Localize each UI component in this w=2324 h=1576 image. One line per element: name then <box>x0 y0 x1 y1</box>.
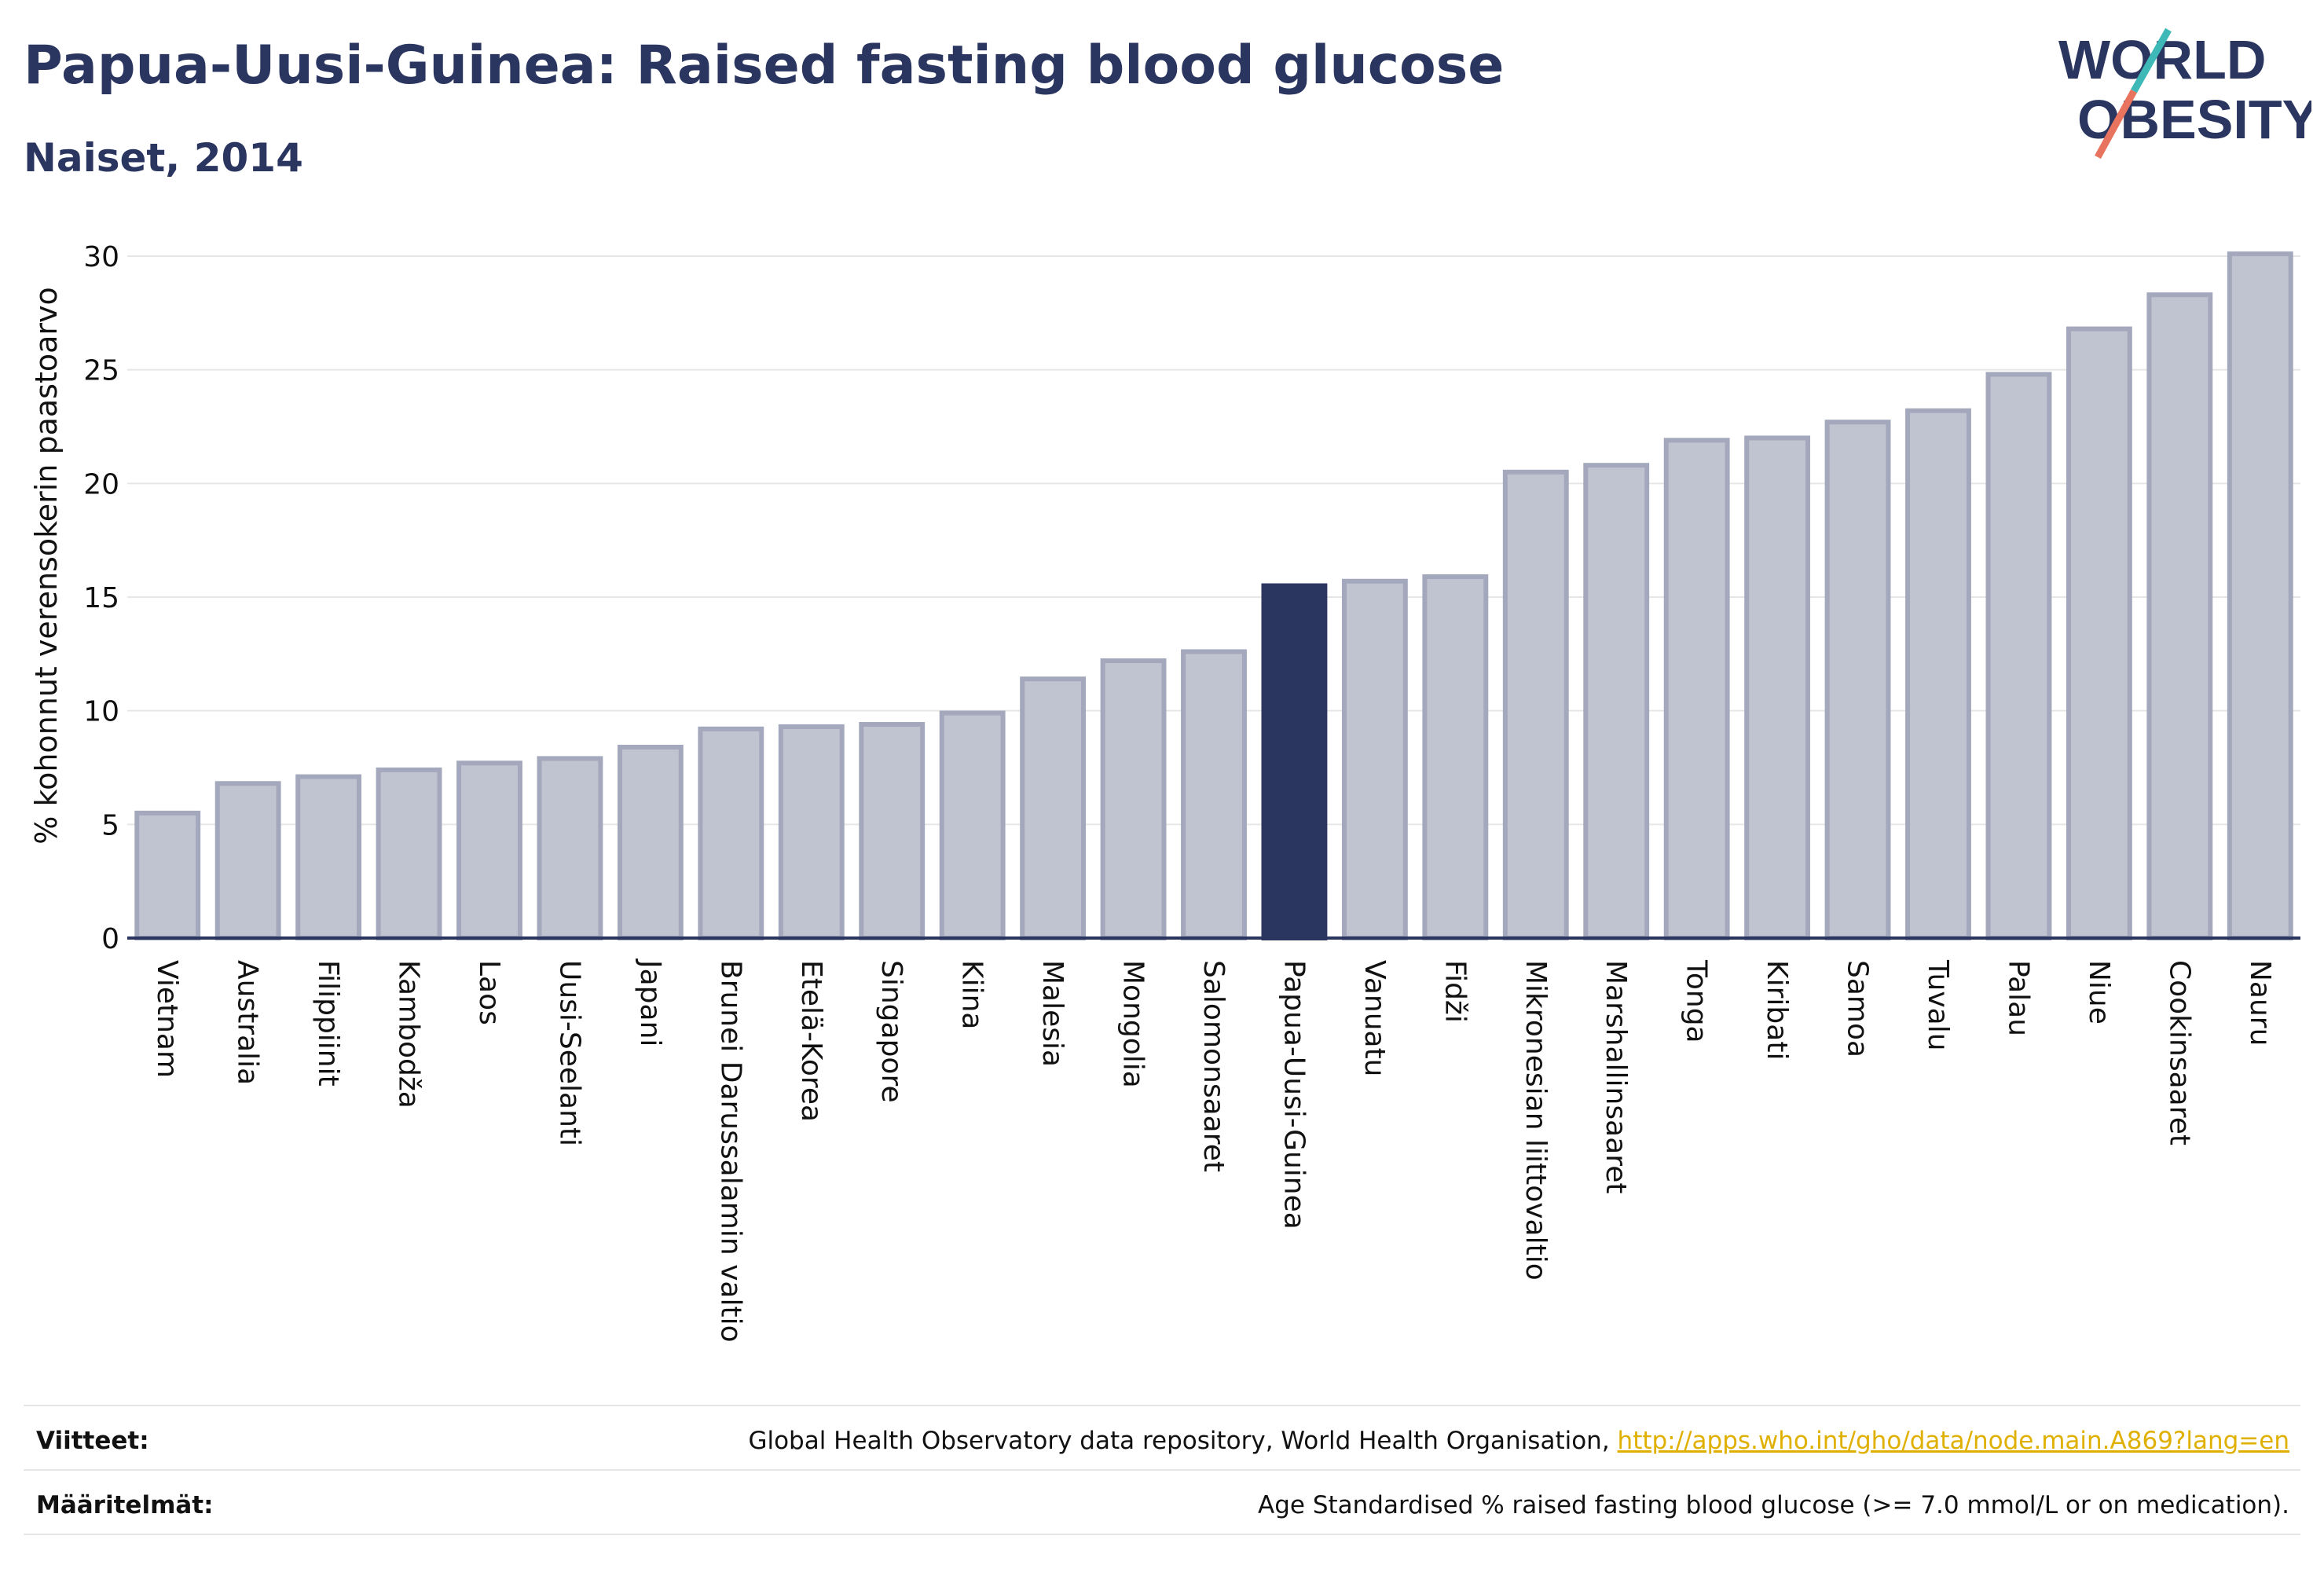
bar-laos[interactable] <box>456 761 522 940</box>
x-tick-label: Uusi-Seelanti <box>553 960 585 1146</box>
bar-singapore[interactable] <box>859 722 926 940</box>
bar-uusi-seelanti[interactable] <box>537 756 603 941</box>
footer-divider-middle <box>24 1469 2300 1471</box>
bar-kiribati[interactable] <box>1744 435 1811 940</box>
x-tick-label: Mongolia <box>1117 960 1149 1088</box>
x-tick-label: Fidži <box>1439 960 1471 1023</box>
bar-vanuatu[interactable] <box>1341 578 1408 940</box>
y-tick-label: 30 <box>83 241 119 273</box>
bar-niue[interactable] <box>2066 326 2132 940</box>
x-tick-label: Vanuatu <box>1358 960 1391 1077</box>
bar-japani[interactable] <box>617 744 684 941</box>
bar-mikronesian-liittovaltio[interactable] <box>1502 469 1569 940</box>
x-tick-label: Tuvalu <box>1922 959 1954 1051</box>
x-tick-label: Laos <box>473 960 505 1025</box>
bar-kambod-a[interactable] <box>376 767 442 940</box>
bar-etel-korea[interactable] <box>778 724 845 940</box>
bar-marshallinsaaret[interactable] <box>1583 463 1650 940</box>
y-axis-label: % kohonnut verensokerin paastoarvo <box>29 287 64 844</box>
x-tick-label: Malesia <box>1036 960 1069 1067</box>
x-tick-label: Cookinsaaret <box>2163 960 2195 1145</box>
footer-divider-bottom <box>24 1534 2300 1535</box>
bar-filippiinit[interactable] <box>295 774 362 940</box>
x-tick-label: Japani <box>634 958 666 1046</box>
y-tick-label: 10 <box>83 696 119 728</box>
bar-kiina[interactable] <box>939 710 1006 940</box>
y-tick-labels: 0 5 10 15 20 25 30 <box>83 241 119 955</box>
x-tick-label: Papua-Uusi-Guinea <box>1277 960 1310 1230</box>
x-tick-label: Filippiinit <box>312 960 344 1087</box>
x-tick-label: Samoa <box>1842 960 1874 1057</box>
bar-fid-i[interactable] <box>1422 574 1489 941</box>
x-tick-label: Kambodža <box>393 960 425 1109</box>
x-tick-label: Tonga <box>1681 959 1713 1043</box>
x-tick-label: Niue <box>2083 960 2115 1024</box>
sources-description: Global Health Observatory data repositor… <box>748 1427 1610 1455</box>
chart-subtitle: Naiset, 2014 <box>24 135 303 181</box>
bar-tuvalu[interactable] <box>1905 408 1971 940</box>
sources-label: Viitteet: <box>36 1427 149 1455</box>
x-tick-label: Kiribati <box>1761 960 1793 1060</box>
x-tick-label: Mikronesian liittovaltio <box>1519 960 1552 1281</box>
x-tick-label: Marshallinsaaret <box>1600 960 1632 1194</box>
bar-australia[interactable] <box>214 781 281 941</box>
y-tick-label: 20 <box>83 468 119 500</box>
bar-nauru[interactable] <box>2227 251 2293 940</box>
bar-papua-uusi-guinea[interactable] <box>1261 583 1328 940</box>
bar-brunei-darussalamin-valtio[interactable] <box>698 726 764 941</box>
bar-chart: 0 5 10 15 20 25 30 Vietnam Australia Filippiinit… <box>29 241 2300 1343</box>
bar-vietnam[interactable] <box>134 810 201 941</box>
x-tick-label: Kiina <box>956 960 988 1030</box>
y-tick-label: 25 <box>83 355 119 387</box>
y-tick-label: 0 <box>101 923 119 955</box>
bar-malesia[interactable] <box>1020 676 1087 940</box>
y-tick-label: 15 <box>83 582 119 614</box>
bar-samoa[interactable] <box>1824 420 1891 940</box>
sources-text: Global Health Observatory data repositor… <box>748 1427 2289 1455</box>
bar-salomonsaaret[interactable] <box>1181 649 1247 940</box>
sources-link[interactable]: http://apps.who.int/gho/data/node.main.A… <box>1617 1427 2289 1455</box>
y-tick-label: 5 <box>101 809 119 841</box>
bar-cookinsaaret[interactable] <box>2146 292 2213 941</box>
x-tick-label: Nauru <box>2244 960 2276 1046</box>
bar-palau[interactable] <box>1985 372 2052 941</box>
x-tick-labels: Vietnam Australia Filippiinit Kambodža Laos U… <box>151 958 2276 1343</box>
x-tick-label: Singapore <box>875 960 907 1103</box>
x-tick-label: Etelä-Korea <box>795 960 827 1122</box>
bars <box>134 251 2293 941</box>
chart-title: Papua-Uusi-Guinea: Raised fasting blood … <box>24 35 1505 97</box>
bar-tonga[interactable] <box>1663 438 1730 940</box>
x-tick-label: Palau <box>2002 960 2034 1036</box>
footer-divider-top <box>24 1405 2300 1406</box>
world-obesity-logo: WORLD OBESITY <box>2058 27 2311 159</box>
definitions-text: Age Standardised % raised fasting blood … <box>1258 1491 2289 1519</box>
x-tick-label: Australia <box>232 960 264 1085</box>
x-tick-label: Brunei Darussalamin valtio <box>714 960 746 1343</box>
bar-mongolia[interactable] <box>1100 658 1167 940</box>
x-tick-label: Vietnam <box>151 960 183 1078</box>
definitions-label: Määritelmät: <box>36 1491 214 1519</box>
x-tick-label: Salomonsaaret <box>1197 960 1230 1172</box>
